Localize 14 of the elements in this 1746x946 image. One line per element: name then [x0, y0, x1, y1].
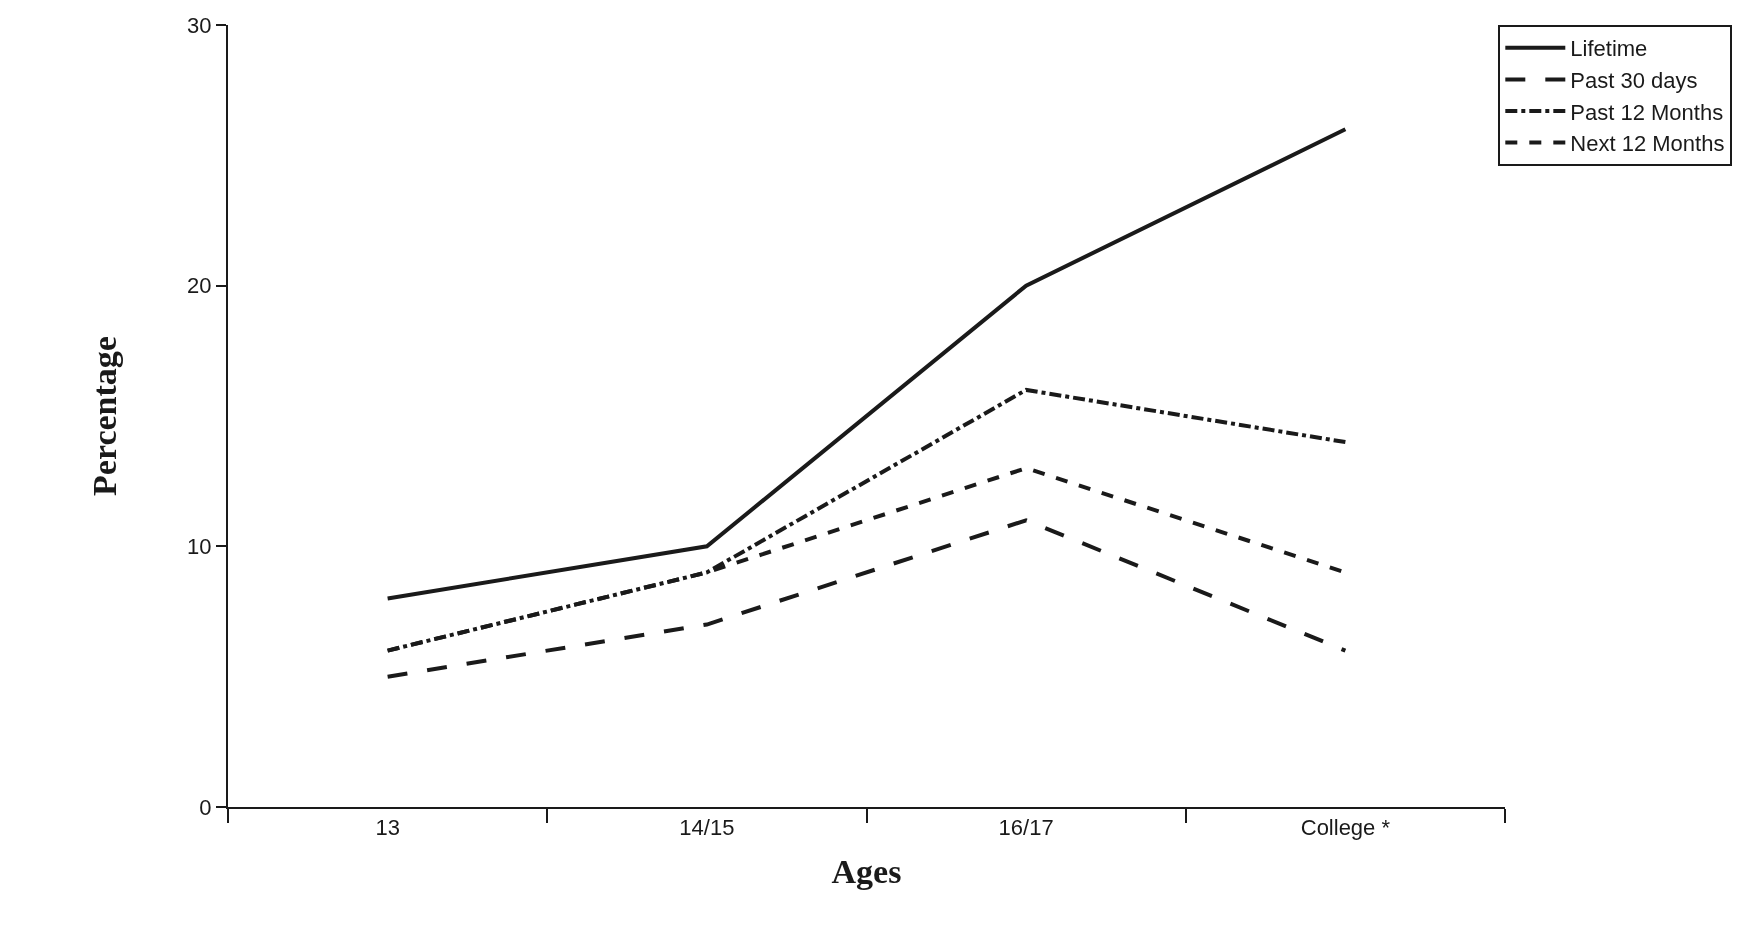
- legend-label: Next 12 Months: [1570, 131, 1725, 157]
- x-axis-title: Ages: [831, 853, 902, 891]
- y-tick-label: 20: [187, 273, 212, 299]
- x-tick-label: College *: [1300, 815, 1391, 841]
- x-tick-label: 16/17: [998, 815, 1054, 841]
- legend-label: Past 12 Months: [1570, 99, 1724, 125]
- legend-label: Lifetime: [1570, 36, 1648, 62]
- legend-label: Past 30 days: [1570, 67, 1698, 93]
- x-tick-label: 13: [375, 815, 400, 841]
- y-axis-title: Percentage: [86, 336, 124, 496]
- y-tick-label: 30: [187, 12, 212, 38]
- x-tick-label: 14/15: [679, 815, 735, 841]
- y-tick-label: 0: [199, 794, 212, 820]
- y-tick-label: 10: [187, 534, 212, 560]
